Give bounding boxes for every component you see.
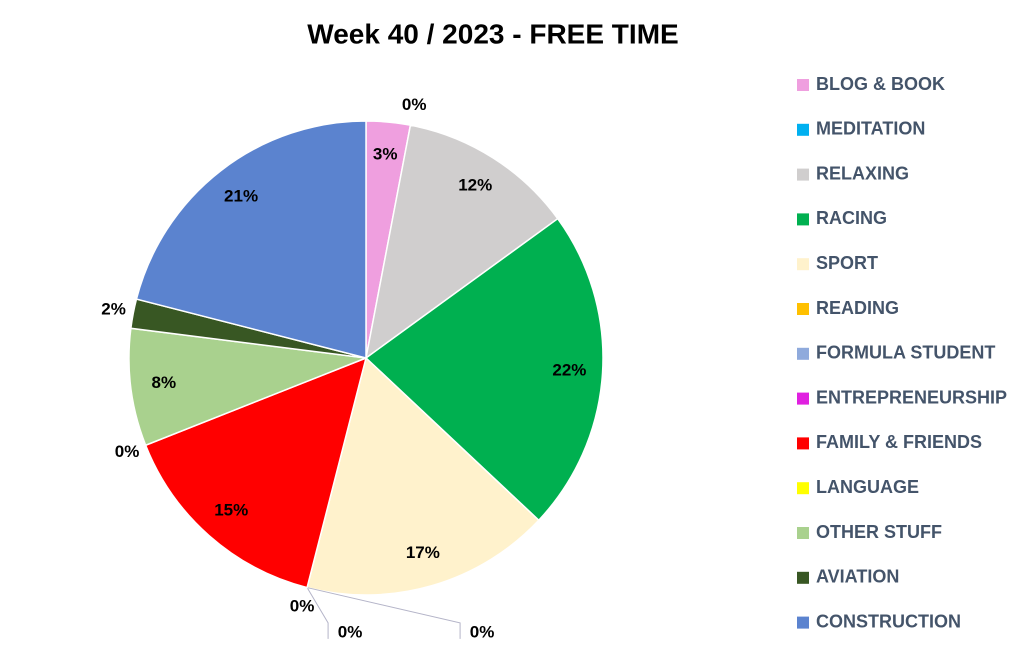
legend-swatch	[797, 79, 809, 91]
data-label: 0%	[115, 442, 140, 461]
data-label: 3%	[373, 145, 398, 164]
legend-swatch	[797, 482, 809, 495]
pie-slice	[364, 124, 559, 360]
legend-swatch	[797, 168, 809, 181]
legend-label: AVIATION	[816, 567, 899, 587]
data-label: 15%	[214, 500, 248, 519]
pie-slice	[364, 217, 604, 522]
leader-line	[306, 587, 329, 639]
legend-swatch	[797, 392, 809, 405]
leader-line	[306, 587, 461, 639]
legend-swatch	[797, 303, 809, 315]
data-label: 8%	[151, 373, 176, 392]
legend-label: RACING	[816, 208, 887, 228]
legend-label: OTHER STUFF	[816, 522, 942, 542]
legend-swatch	[797, 213, 809, 226]
data-label: 12%	[458, 175, 492, 194]
data-label: 0%	[290, 596, 315, 615]
pie-slice	[144, 356, 368, 589]
legend-label: MEDITATION	[816, 119, 925, 139]
legend-label: READING	[816, 298, 899, 318]
data-label: 0%	[402, 95, 427, 114]
legend-label: FORMULA STUDENT	[816, 343, 995, 363]
legend-swatch	[797, 616, 809, 629]
data-label: 0%	[338, 622, 363, 641]
data-label: 17%	[406, 543, 440, 562]
data-label: 0%	[470, 622, 495, 641]
chart-title: Week 40 / 2023 - FREE TIME	[307, 18, 678, 49]
data-label: 2%	[101, 299, 126, 318]
legend-label: LANGUAGE	[816, 477, 919, 497]
legend-label: BLOG & BOOK	[816, 74, 945, 94]
legend-label: CONSTRUCTION	[816, 611, 961, 631]
legend-label: ENTREPRENEURSHIP	[816, 387, 1007, 407]
legend-swatch	[797, 437, 809, 450]
data-label: 21%	[224, 186, 258, 205]
legend-label: RELAXING	[816, 163, 909, 183]
legend-swatch	[797, 258, 809, 271]
data-label: 22%	[552, 360, 586, 379]
legend-swatch	[797, 571, 809, 584]
legend-swatch	[797, 123, 809, 136]
legend-swatch	[797, 347, 809, 360]
legend-label: FAMILY & FRIENDS	[816, 432, 982, 452]
legend-label: SPORT	[816, 253, 878, 273]
legend-swatch	[797, 527, 809, 539]
pie-slice	[135, 120, 367, 359]
pie-slice	[128, 327, 367, 447]
pie-slice	[306, 356, 540, 596]
